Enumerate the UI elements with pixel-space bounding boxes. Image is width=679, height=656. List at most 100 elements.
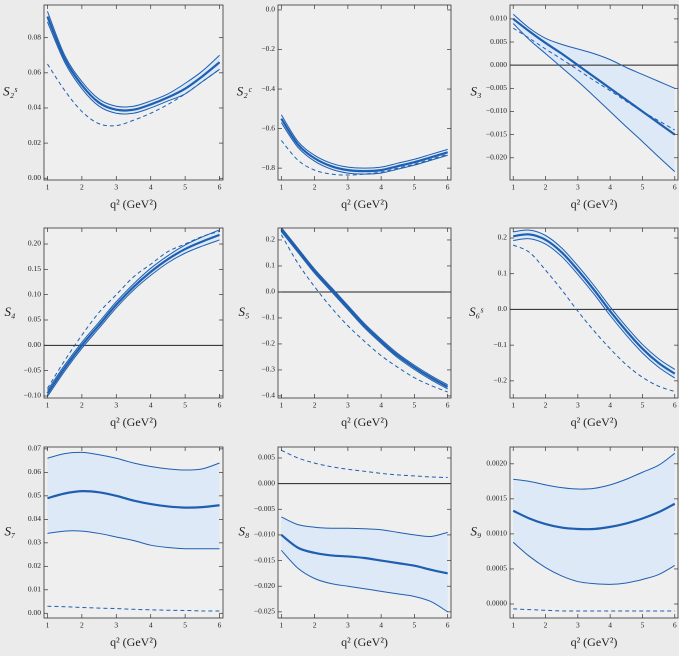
x-tick-label: 5 — [183, 401, 187, 410]
x-tick-label: 3 — [114, 621, 118, 630]
x-tick-label: 5 — [413, 183, 417, 192]
y-tick-label: 0.0010 — [486, 529, 507, 538]
x-tick-label: 6 — [673, 183, 677, 192]
y-axis-label: S₅ — [238, 304, 249, 319]
y-tick-label: 0.08 — [28, 32, 41, 41]
x-tick-label: 3 — [346, 183, 350, 192]
y-tick-label: 0.0 — [266, 287, 276, 296]
y-tick-label: −0.3 — [261, 365, 275, 374]
y-tick-label: 0.02 — [28, 138, 41, 147]
x-tick-label: 2 — [80, 621, 84, 630]
y-tick-label: 0.02 — [28, 561, 41, 570]
x-tick-label: 4 — [149, 621, 153, 630]
x-tick-label: 4 — [379, 621, 383, 630]
y-tick-label: −0.2 — [261, 339, 275, 348]
y-tick-label: 0.10 — [28, 289, 41, 298]
y-tick-label: −0.020 — [486, 152, 507, 161]
x-tick-label: 6 — [446, 183, 450, 192]
x-tick-label: 5 — [183, 621, 187, 630]
x-tick-label: 3 — [576, 621, 580, 630]
y-tick-label: 0.20 — [28, 239, 41, 248]
page: 0.000.020.040.060.08123456q² (GeV²)S₂ˢ0.… — [0, 0, 679, 656]
x-axis-label: q² (GeV²) — [341, 415, 388, 429]
x-tick-label: 4 — [608, 621, 612, 630]
y-tick-label: 0.0 — [498, 304, 508, 313]
x-tick-label: 1 — [279, 401, 283, 410]
x-tick-label: 2 — [80, 401, 84, 410]
y-tick-label: −0.015 — [486, 129, 507, 138]
y-axis-label: S₄ — [4, 304, 16, 319]
y-tick-label: −0.005 — [254, 504, 275, 513]
y-tick-label: 0.15 — [28, 264, 41, 273]
y-tick-label: 0.04 — [28, 103, 41, 112]
y-tick-label: −0.6 — [261, 123, 275, 132]
x-tick-label: 6 — [446, 621, 450, 630]
x-axis-label: q² (GeV²) — [110, 197, 157, 211]
y-tick-label: 0.03 — [28, 538, 41, 547]
x-tick-label: 4 — [379, 183, 383, 192]
y-tick-label: −0.10 — [24, 391, 42, 400]
x-tick-label: 1 — [46, 401, 50, 410]
plot-area — [44, 5, 223, 180]
plot-area — [44, 228, 223, 398]
x-tick-label: 6 — [218, 401, 222, 410]
x-axis-label: q² (GeV²) — [110, 635, 157, 649]
x-tick-label: 5 — [413, 401, 417, 410]
y-tick-label: 0.1 — [266, 261, 276, 270]
y-tick-label: −0.8 — [261, 163, 275, 172]
x-axis-label: q² (GeV²) — [341, 197, 388, 211]
x-tick-label: 6 — [673, 621, 677, 630]
y-axis-label: S₂ᶜ — [237, 83, 253, 98]
y-tick-label: 0.00 — [28, 173, 41, 182]
y-tick-label: −0.015 — [254, 555, 275, 564]
x-axis-label: q² (GeV²) — [110, 415, 157, 429]
y-tick-label: −0.05 — [24, 365, 42, 374]
x-tick-label: 1 — [511, 401, 515, 410]
y-tick-label: 0.00 — [28, 340, 41, 349]
y-axis-label: S₉ — [470, 523, 481, 538]
y-tick-label: 0.000 — [490, 60, 507, 69]
x-tick-label: 2 — [544, 401, 548, 410]
y-axis-label: S₂ˢ — [3, 83, 18, 98]
x-tick-label: 5 — [413, 621, 417, 630]
x-tick-label: 4 — [608, 183, 612, 192]
x-tick-label: 4 — [608, 401, 612, 410]
chart-grid: 0.000.020.040.060.08123456q² (GeV²)S₂ˢ0.… — [0, 0, 679, 656]
y-tick-label: 0.04 — [28, 514, 41, 523]
y-tick-label: −0.4 — [261, 84, 275, 93]
y-axis-label: S₈ — [238, 523, 250, 538]
x-tick-label: 5 — [641, 183, 645, 192]
y-tick-label: 0.1 — [498, 268, 508, 277]
x-axis-label: q² (GeV²) — [571, 415, 618, 429]
x-tick-label: 5 — [641, 401, 645, 410]
x-tick-label: 4 — [149, 401, 153, 410]
y-tick-label: 0.0000 — [486, 599, 507, 608]
y-tick-label: 0.0 — [266, 5, 276, 14]
x-tick-label: 2 — [544, 621, 548, 630]
x-tick-label: 2 — [544, 183, 548, 192]
y-tick-label: 0.005 — [490, 37, 507, 46]
y-tick-label: −0.020 — [254, 581, 275, 590]
x-axis-label: q² (GeV²) — [341, 635, 388, 649]
x-tick-label: 5 — [641, 621, 645, 630]
y-tick-label: 0.05 — [28, 315, 41, 324]
y-tick-label: −0.4 — [261, 391, 275, 400]
x-tick-label: 3 — [346, 621, 350, 630]
y-axis-label: S₆ˢ — [469, 304, 484, 319]
x-tick-label: 4 — [149, 183, 153, 192]
x-axis-label: q² (GeV²) — [571, 197, 618, 211]
y-axis-label: S₃ — [470, 83, 481, 98]
x-tick-label: 2 — [313, 183, 317, 192]
x-tick-label: 5 — [183, 183, 187, 192]
y-tick-label: 0.05 — [28, 491, 41, 500]
x-tick-label: 1 — [46, 183, 50, 192]
x-tick-label: 4 — [379, 401, 383, 410]
y-tick-label: 0.000 — [258, 478, 275, 487]
x-tick-label: 3 — [576, 401, 580, 410]
x-tick-label: 1 — [511, 621, 515, 630]
x-tick-label: 2 — [313, 401, 317, 410]
x-tick-label: 1 — [279, 183, 283, 192]
y-tick-label: 0.005 — [258, 453, 275, 462]
y-tick-label: 0.0020 — [486, 459, 507, 468]
y-tick-label: −0.2 — [261, 44, 275, 53]
